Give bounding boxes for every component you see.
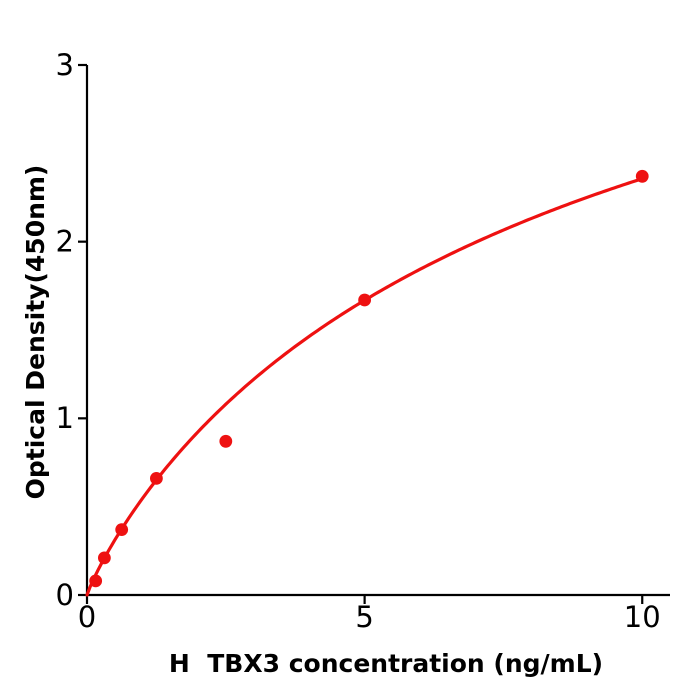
x-tick-label: 10	[624, 600, 661, 634]
x-tick-label: 0	[78, 600, 96, 634]
y-tick-label: 1	[56, 401, 74, 435]
y-tick-label: 2	[56, 225, 74, 259]
y-tick-label: 0	[56, 578, 74, 612]
x-tick-label: 5	[355, 600, 373, 634]
data-point	[89, 574, 103, 588]
y-axis-title: Optical Density(450nm)	[21, 165, 50, 500]
data-point	[635, 169, 649, 183]
data-point	[115, 523, 129, 537]
data-point	[150, 472, 163, 485]
fit-curve	[85, 177, 644, 597]
data-point	[358, 293, 372, 307]
x-axis-title: H TBX3 concentration (ng/mL)	[169, 649, 603, 678]
plot-area: 0 1 2 3 0 5 10	[56, 48, 670, 634]
data-point	[97, 551, 111, 565]
y-tick-label: 3	[56, 48, 74, 82]
data-point	[219, 434, 233, 448]
